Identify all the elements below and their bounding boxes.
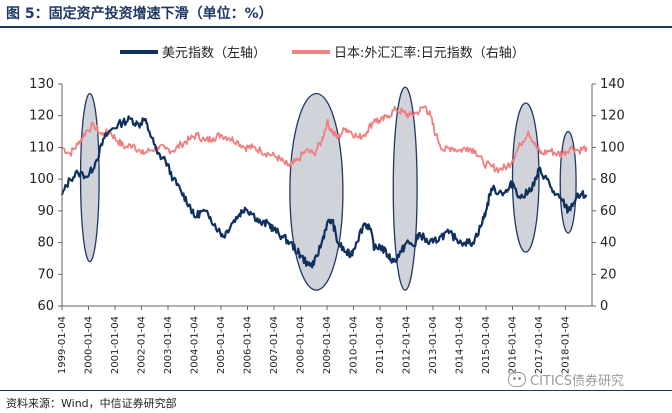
right-tick-label: 100 [600,140,625,155]
right-tick-label: 40 [600,236,617,251]
x-tick-label: 2013-01-04 [428,316,439,374]
x-tick-label: 2009-01-04 [322,316,333,374]
x-tick-label: 2016-01-04 [508,316,519,374]
left-tick-label: 110 [29,140,54,155]
legend-label-jpy: 日本:外汇汇率:日元指数（右轴） [334,45,525,61]
x-tick-label: 2005-01-04 [216,316,227,374]
left-tick-label: 60 [37,299,54,314]
left-tick-label: 80 [37,236,54,251]
left-tick-label: 130 [29,77,54,92]
right-tick-label: 120 [600,109,625,124]
x-tick-label: 2000-01-04 [84,316,95,374]
title-divider [0,26,672,28]
x-tick-label: 2011-01-04 [375,316,386,374]
legend-label-usd: 美元指数（左轴） [162,46,266,61]
x-tick-label: 2018-01-04 [561,316,572,374]
series-lines [60,105,588,269]
right-tick-label: 60 [600,204,617,219]
left-tick-label: 90 [37,204,54,219]
wechat-icon [508,372,526,387]
right-tick-label: 140 [600,77,625,92]
x-tick-label: 2006-01-04 [243,316,254,374]
source-note: 资料来源：Wind，中信证券研究部 [6,397,177,410]
x-tick-label: 2012-01-04 [402,316,413,374]
x-tick-label: 2015-01-04 [481,316,492,374]
x-tick-label: 2007-01-04 [269,316,280,374]
x-tick-label: 2017-01-04 [534,316,545,374]
watermark: CITICS债券研究 [508,370,624,389]
x-tick-label: 2010-01-04 [349,316,360,374]
x-tick-label: 2002-01-04 [137,316,148,374]
x-tick-label: 2001-01-04 [110,316,121,374]
right-tick-label: 80 [600,172,617,187]
highlight-ellipse-2 [289,92,344,291]
highlight-ellipses [79,86,577,291]
chart-axes: 60 70 80 90 100 110 120 130 0 20 40 60 80 100 120 140 19… [29,77,625,374]
highlight-ellipse-3 [392,86,418,291]
left-tick-label: 70 [37,267,54,282]
x-tick-label: 2008-01-04 [296,316,307,374]
x-tick-label: 1999-01-04 [57,316,68,374]
x-tick-label: 2014-01-04 [455,316,466,374]
series-line-usd [60,115,588,269]
x-tick-label: 2003-01-04 [163,316,174,374]
left-tick-label: 100 [29,172,54,187]
source-divider [0,390,672,391]
series-line-jpy [61,105,588,174]
right-tick-label: 20 [600,267,617,282]
right-tick-label: 0 [600,299,608,314]
page-title: 图 5：固定资产投资增速下滑（单位：%） [6,6,273,22]
chart-legend: 美元指数（左轴） 日本:外汇汇率:日元指数（右轴） [120,45,525,61]
watermark-text: CITICS债券研究 [530,374,625,389]
left-tick-label: 120 [29,109,54,124]
x-tick-label: 2004-01-04 [190,316,201,374]
highlight-ellipse-5 [559,130,577,234]
